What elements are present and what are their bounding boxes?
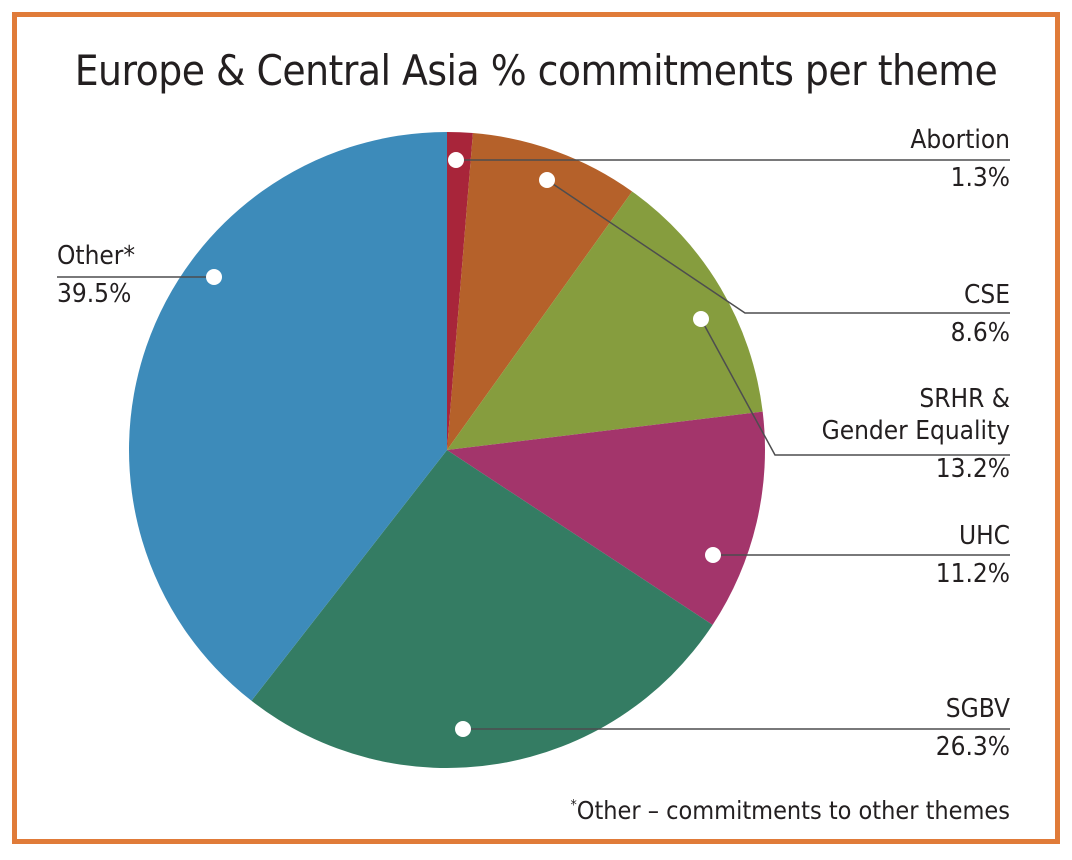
chart-title: Europe & Central Asia % commitments per … (74, 46, 998, 95)
slice-marker-3 (705, 547, 721, 563)
slice-label-2: SRHR & Gender Equality 13.2% (822, 383, 1010, 485)
slice-name: SRHR & (919, 384, 1010, 414)
slice-value: 39.5% (57, 279, 132, 309)
slice-name: SGBV (945, 694, 1010, 724)
slice-label-5: Other* 39.5% (57, 240, 135, 310)
slice-value: 8.6% (950, 318, 1010, 348)
slice-name: UHC (958, 521, 1010, 551)
slice-marker-4 (455, 721, 471, 737)
slice-label-0: Abortion 1.3% (910, 124, 1010, 194)
slice-label-3: UHC 11.2% (936, 520, 1010, 590)
leader-line-2 (700, 318, 1010, 456)
chart-frame (12, 12, 1060, 844)
slice-label-4: SGBV 26.3% (936, 693, 1010, 763)
slice-value: 26.3% (935, 732, 1010, 762)
slice-marker-5 (206, 269, 222, 285)
footnote-text: Other – commitments to other themes (576, 796, 1010, 825)
footnote-mark: * (570, 797, 577, 814)
slice-marker-2 (693, 311, 709, 327)
pie-slice-4 (251, 450, 713, 768)
slice-value: 11.2% (935, 559, 1010, 589)
footnote: *Other – commitments to other themes (570, 796, 1010, 825)
slice-name: Other* (57, 241, 136, 271)
pie-slice-2 (447, 191, 763, 450)
slice-marker-1 (539, 172, 555, 188)
pie-slice-0 (447, 132, 473, 450)
pie-slice-3 (447, 411, 765, 625)
pie-slice-1 (447, 133, 633, 451)
slice-name: CSE (964, 280, 1010, 310)
slice-marker-0 (448, 152, 464, 168)
slice-value: 1.3% (950, 163, 1010, 193)
slice-name: Abortion (910, 125, 1010, 155)
leader-line-1 (546, 179, 1010, 314)
slice-name: Gender Equality (821, 416, 1010, 446)
slice-label-1: CSE 8.6% (951, 279, 1010, 349)
slice-value: 13.2% (935, 454, 1010, 484)
